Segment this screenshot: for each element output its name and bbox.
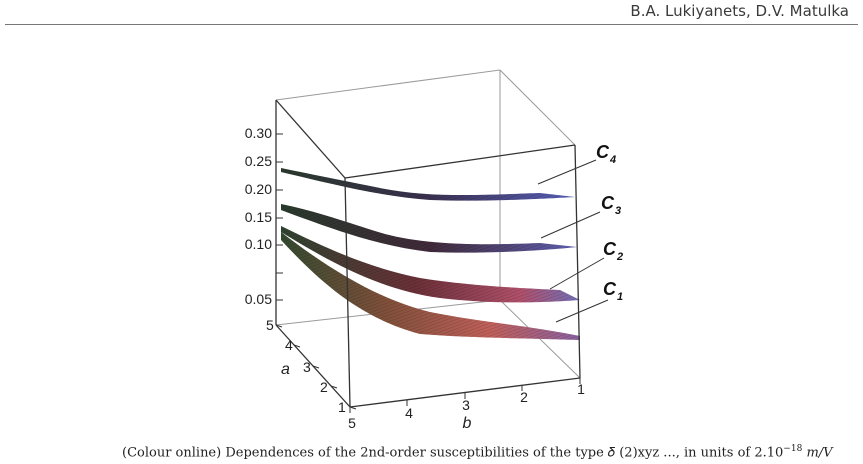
figure-caption-text: (Colour online) Dependences of the 2nd-o… xyxy=(122,445,784,461)
c1-leader-line xyxy=(555,299,609,323)
z-tick-label: 0.10 xyxy=(245,236,272,252)
b-axis-ticks xyxy=(349,378,581,413)
c3-label-sub: 3 xyxy=(615,205,621,217)
c3-leader-line xyxy=(540,211,601,239)
plot-box-front xyxy=(275,99,581,408)
figure-caption-unit: m/V xyxy=(806,445,833,461)
surface-c3 xyxy=(281,204,577,253)
b-tick-label: 3 xyxy=(462,397,470,413)
figure-caption-exponent: −18 xyxy=(783,444,803,454)
figure-caption: (Colour online) Dependences of the 2nd-o… xyxy=(122,444,862,464)
c3-label-main: C xyxy=(601,193,615,213)
surface-c1 xyxy=(281,232,580,340)
c1-label-sub: 1 xyxy=(617,291,623,303)
surface-c2 xyxy=(281,226,580,303)
b-tick-label: 5 xyxy=(348,415,356,431)
z-tick-label: 0.30 xyxy=(245,125,272,141)
b-axis-label: b xyxy=(463,415,472,432)
a-axis-ticks xyxy=(275,324,357,410)
a-axis-label: a xyxy=(281,361,290,378)
header-rule xyxy=(5,24,858,25)
curve-labels: C 4 C 3 C 2 C 1 xyxy=(537,142,623,323)
a-tick-label: 5 xyxy=(266,317,274,333)
b-tick-label: 4 xyxy=(405,405,413,421)
header-authors: B.A. Lukiyanets, D.V. Matulka xyxy=(630,2,849,20)
c1-label-main: C xyxy=(603,279,617,299)
z-tick-label: 0.05 xyxy=(245,291,272,307)
a-tick-label: 4 xyxy=(285,337,293,353)
c4-label-sub: 4 xyxy=(609,154,616,166)
c2-label-main: C xyxy=(603,239,617,259)
a-tick-label: 2 xyxy=(320,379,328,395)
z-tick-label: 0.25 xyxy=(245,153,272,169)
c2-label-sub: 2 xyxy=(616,251,623,263)
c4-leader-line xyxy=(537,159,597,185)
a-tick-label: 3 xyxy=(303,359,311,375)
b-tick-label: 2 xyxy=(520,389,528,405)
a-tick-label: 1 xyxy=(338,399,346,415)
c4-label-main: C xyxy=(596,142,610,162)
page-header: B.A. Lukiyanets, D.V. Matulka xyxy=(0,0,863,26)
c2-leader-line xyxy=(549,257,605,290)
b-tick-label: 1 xyxy=(577,381,585,397)
surface-c4 xyxy=(281,168,575,201)
z-tick-label: 0.15 xyxy=(245,209,272,225)
z-tick-label: 0.20 xyxy=(245,181,272,197)
z-axis-ticks xyxy=(276,133,283,301)
